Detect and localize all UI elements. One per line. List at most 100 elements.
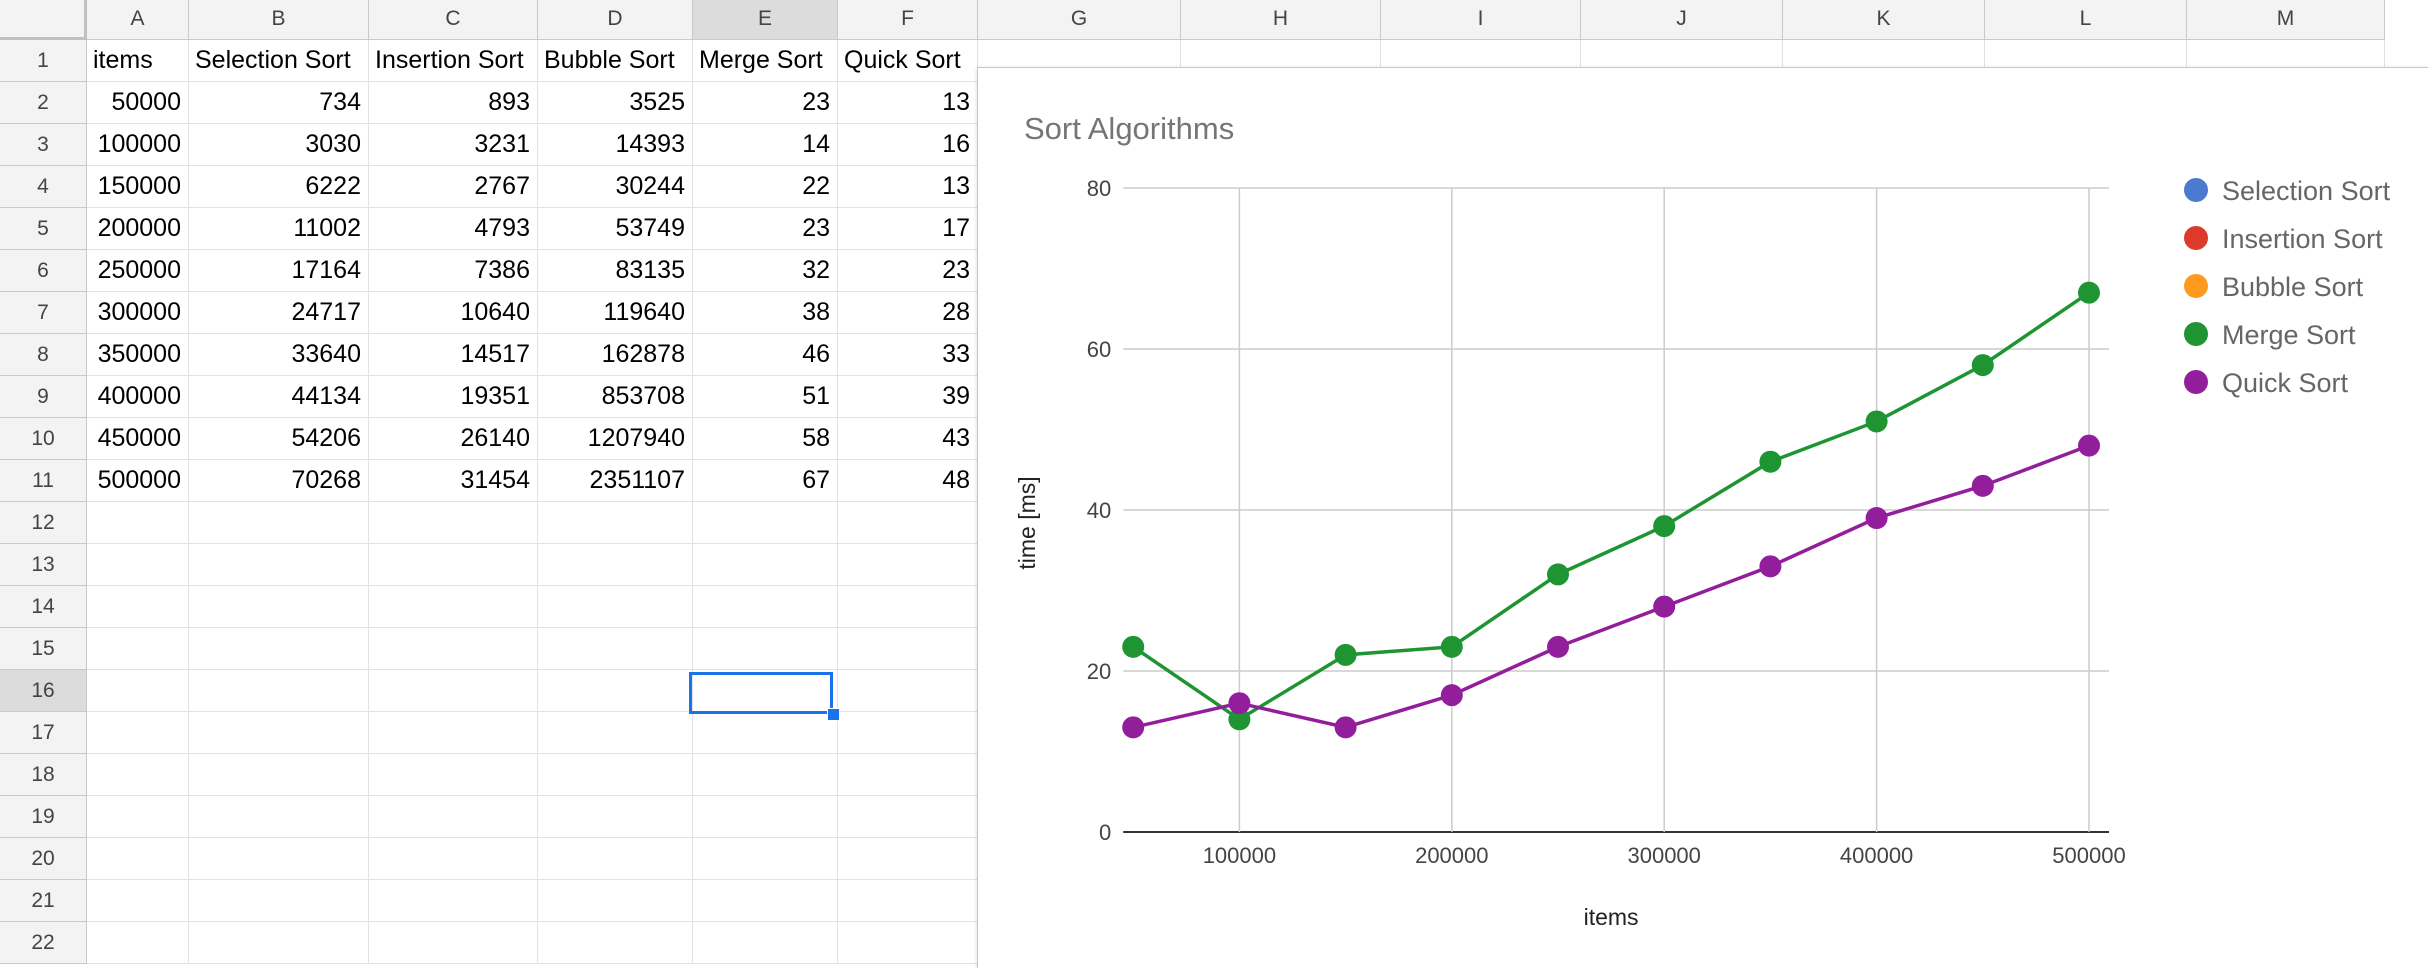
cell-B12[interactable] [189, 502, 369, 544]
cell-B9[interactable]: 44134 [189, 376, 369, 418]
column-header-K[interactable]: K [1783, 0, 1985, 40]
cell-B11[interactable]: 70268 [189, 460, 369, 502]
cell-D1[interactable]: Bubble Sort [538, 40, 693, 82]
cell-F14[interactable] [838, 586, 978, 628]
cell-C20[interactable] [369, 838, 538, 880]
cell-F4[interactable]: 13 [838, 166, 978, 208]
cell-E1[interactable]: Merge Sort [693, 40, 838, 82]
cell-E20[interactable] [693, 838, 838, 880]
cell-A15[interactable] [87, 628, 189, 670]
cell-E12[interactable] [693, 502, 838, 544]
cell-B2[interactable]: 734 [189, 82, 369, 124]
cell-D2[interactable]: 3525 [538, 82, 693, 124]
cell-E6[interactable]: 32 [693, 250, 838, 292]
row-header-3[interactable]: 3 [0, 124, 87, 166]
data-point[interactable] [1334, 716, 1357, 739]
cell-E18[interactable] [693, 754, 838, 796]
cell-F22[interactable] [838, 922, 978, 964]
cell-A13[interactable] [87, 544, 189, 586]
column-header-I[interactable]: I [1381, 0, 1581, 40]
data-point[interactable] [1759, 450, 1782, 473]
row-header-10[interactable]: 10 [0, 418, 87, 460]
cell-E3[interactable]: 14 [693, 124, 838, 166]
cell-D4[interactable]: 30244 [538, 166, 693, 208]
cell-B5[interactable]: 11002 [189, 208, 369, 250]
cell-D15[interactable] [538, 628, 693, 670]
cell-D5[interactable]: 53749 [538, 208, 693, 250]
row-header-11[interactable]: 11 [0, 460, 87, 502]
row-header-13[interactable]: 13 [0, 544, 87, 586]
cell-D22[interactable] [538, 922, 693, 964]
row-header-1[interactable]: 1 [0, 40, 87, 82]
cell-F11[interactable]: 48 [838, 460, 978, 502]
cell-D12[interactable] [538, 502, 693, 544]
cell-C11[interactable]: 31454 [369, 460, 538, 502]
cell-B13[interactable] [189, 544, 369, 586]
cell-D16[interactable] [538, 670, 693, 712]
row-header-17[interactable]: 17 [0, 712, 87, 754]
chart-panel[interactable]: Sort Algorithms 0 20 40 60 80 100000 200000 300… [978, 68, 2428, 968]
cell-C10[interactable]: 26140 [369, 418, 538, 460]
data-point[interactable] [1228, 708, 1251, 731]
row-header-14[interactable]: 14 [0, 586, 87, 628]
row-header-5[interactable]: 5 [0, 208, 87, 250]
cell-D13[interactable] [538, 544, 693, 586]
cell-A6[interactable]: 250000 [87, 250, 189, 292]
data-point[interactable] [1122, 716, 1145, 739]
cell-F17[interactable] [838, 712, 978, 754]
cell-F5[interactable]: 17 [838, 208, 978, 250]
cell-C9[interactable]: 19351 [369, 376, 538, 418]
row-header-19[interactable]: 19 [0, 796, 87, 838]
cell-E14[interactable] [693, 586, 838, 628]
cell-F8[interactable]: 33 [838, 334, 978, 376]
column-header-H[interactable]: H [1181, 0, 1381, 40]
column-header-A[interactable]: A [87, 0, 189, 40]
cell-D3[interactable]: 14393 [538, 124, 693, 166]
data-point[interactable] [1440, 635, 1463, 658]
row-header-22[interactable]: 22 [0, 922, 87, 964]
data-point[interactable] [2078, 434, 2100, 457]
cell-C1[interactable]: Insertion Sort [369, 40, 538, 82]
row-header-16[interactable]: 16 [0, 670, 87, 712]
cell-A21[interactable] [87, 880, 189, 922]
row-header-21[interactable]: 21 [0, 880, 87, 922]
column-header-D[interactable]: D [538, 0, 693, 40]
cell-F16[interactable] [838, 670, 978, 712]
data-point[interactable] [1653, 515, 1676, 538]
row-header-20[interactable]: 20 [0, 838, 87, 880]
column-header-G[interactable]: G [978, 0, 1181, 40]
cell-C7[interactable]: 10640 [369, 292, 538, 334]
cell-E11[interactable]: 67 [693, 460, 838, 502]
cell-C3[interactable]: 3231 [369, 124, 538, 166]
cell-E7[interactable]: 38 [693, 292, 838, 334]
cell-C14[interactable] [369, 586, 538, 628]
data-point[interactable] [1122, 635, 1145, 658]
cell-D19[interactable] [538, 796, 693, 838]
cell-A20[interactable] [87, 838, 189, 880]
cell-A11[interactable]: 500000 [87, 460, 189, 502]
data-point[interactable] [1334, 643, 1357, 666]
data-point[interactable] [1547, 635, 1569, 658]
data-point[interactable] [2078, 281, 2100, 304]
cell-A16[interactable] [87, 670, 189, 712]
cell-A3[interactable]: 100000 [87, 124, 189, 166]
cell-B15[interactable] [189, 628, 369, 670]
cell-A7[interactable]: 300000 [87, 292, 189, 334]
cell-B17[interactable] [189, 712, 369, 754]
cell-E9[interactable]: 51 [693, 376, 838, 418]
cell-A1[interactable]: items [87, 40, 189, 82]
cell-D10[interactable]: 1207940 [538, 418, 693, 460]
cell-D7[interactable]: 119640 [538, 292, 693, 334]
cell-C18[interactable] [369, 754, 538, 796]
cell-A9[interactable]: 400000 [87, 376, 189, 418]
column-header-J[interactable]: J [1581, 0, 1783, 40]
cell-A14[interactable] [87, 586, 189, 628]
cell-E5[interactable]: 23 [693, 208, 838, 250]
cell-F18[interactable] [838, 754, 978, 796]
data-point[interactable] [1653, 595, 1676, 618]
cell-F3[interactable]: 16 [838, 124, 978, 166]
data-point[interactable] [1759, 555, 1782, 578]
cell-C8[interactable]: 14517 [369, 334, 538, 376]
cell-D11[interactable]: 2351107 [538, 460, 693, 502]
cell-C4[interactable]: 2767 [369, 166, 538, 208]
